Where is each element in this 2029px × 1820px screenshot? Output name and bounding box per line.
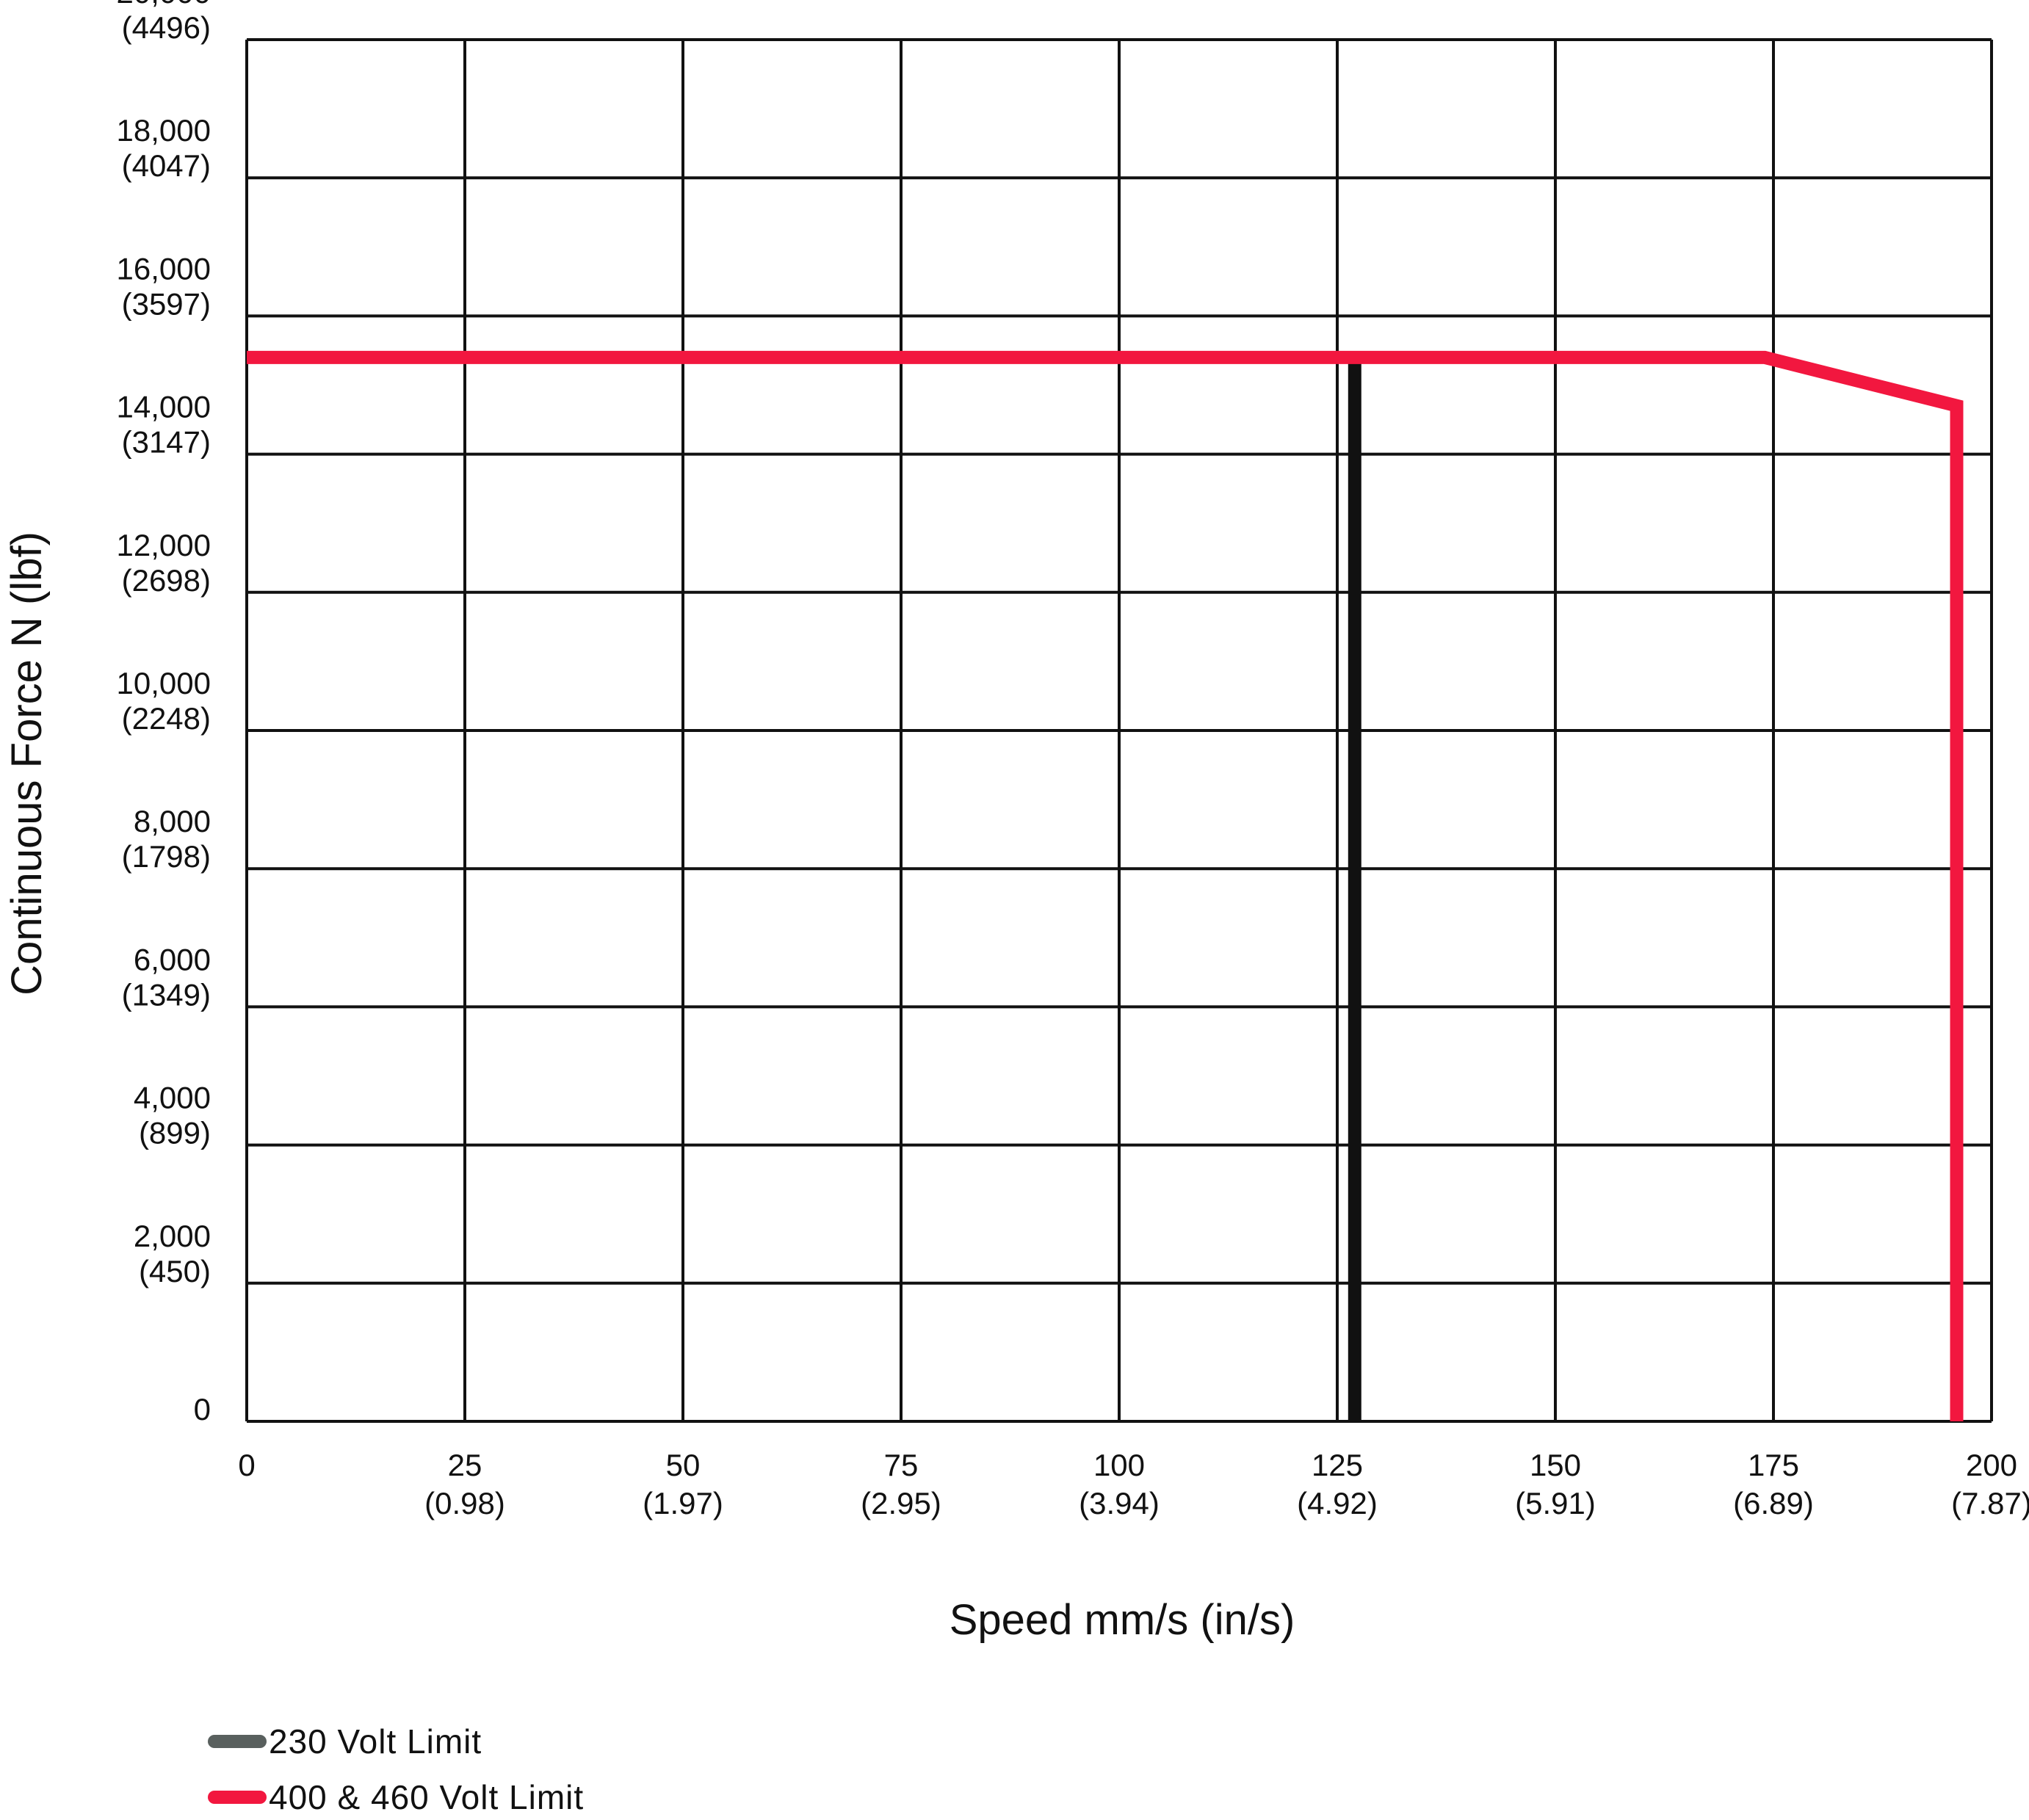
x-tick-label: 50 [666,1448,701,1482]
x-tick-sublabel: (6.89) [1733,1486,1814,1520]
legend: 230 Volt Limit 400 & 460 Volt Limit [208,1722,584,1816]
x-tick-label: 175 [1748,1448,1799,1482]
y-tick-label: 16,000 [117,251,211,286]
y-axis-label: Continuous Force N (lbf) [3,532,51,996]
y-tick-label: 4,000 [134,1081,211,1115]
legend-label-2: 400 & 460 Volt Limit [269,1778,584,1816]
x-tick-sublabel: (0.98) [424,1486,505,1520]
x-tick-sublabel: (5.91) [1515,1486,1596,1520]
y-tick-sublabel: (3597) [122,286,211,321]
x-tick-label: 125 [1312,1448,1363,1482]
legend-label-1: 230 Volt Limit [269,1722,482,1761]
series-line-2 [247,350,1964,1421]
y-tick-label: 12,000 [117,528,211,562]
y-tick-label: 0 [194,1392,211,1426]
series-lines [247,350,1964,1421]
y-tick-sublabel: (4496) [122,10,211,45]
y-tick-label: 18,000 [117,113,211,148]
y-tick-label: 20,000 [117,0,211,10]
y-tick-sublabel: (2698) [122,563,211,598]
x-tick-label: 0 [238,1448,255,1482]
y-tick-label: 8,000 [134,804,211,838]
y-tick-label: 6,000 [134,942,211,976]
x-tick-label: 150 [1530,1448,1581,1482]
x-tick-label: 100 [1093,1448,1145,1482]
x-tick-sublabel: (4.92) [1297,1486,1378,1520]
y-tick-sublabel: (2248) [122,701,211,736]
y-tick-label: 2,000 [134,1219,211,1253]
x-tick-sublabel: (7.87) [1951,1486,2029,1520]
x-tick-sublabel: (2.95) [861,1486,941,1520]
y-tick-label: 14,000 [117,390,211,424]
x-axis-label: Speed mm/s (in/s) [950,1596,1295,1644]
y-tick-sublabel: (450) [139,1254,211,1288]
tick-labels: 0 2,000(450) 4,000(899) 6,000(1349) 8,000(17… [117,0,2029,1520]
grid-lines [245,38,1993,1423]
x-tick-label: 200 [1966,1448,2017,1482]
x-tick-label: 25 [448,1448,482,1482]
y-tick-sublabel: (1349) [122,977,211,1012]
x-tick-sublabel: (3.94) [1079,1486,1160,1520]
y-tick-sublabel: (4047) [122,148,211,183]
x-tick-sublabel: (1.97) [643,1486,723,1520]
y-tick-sublabel: (1798) [122,839,211,874]
y-tick-sublabel: (3147) [122,425,211,460]
y-tick-sublabel: (899) [139,1116,211,1150]
x-tick-label: 75 [884,1448,919,1482]
y-tick-label: 10,000 [117,666,211,700]
